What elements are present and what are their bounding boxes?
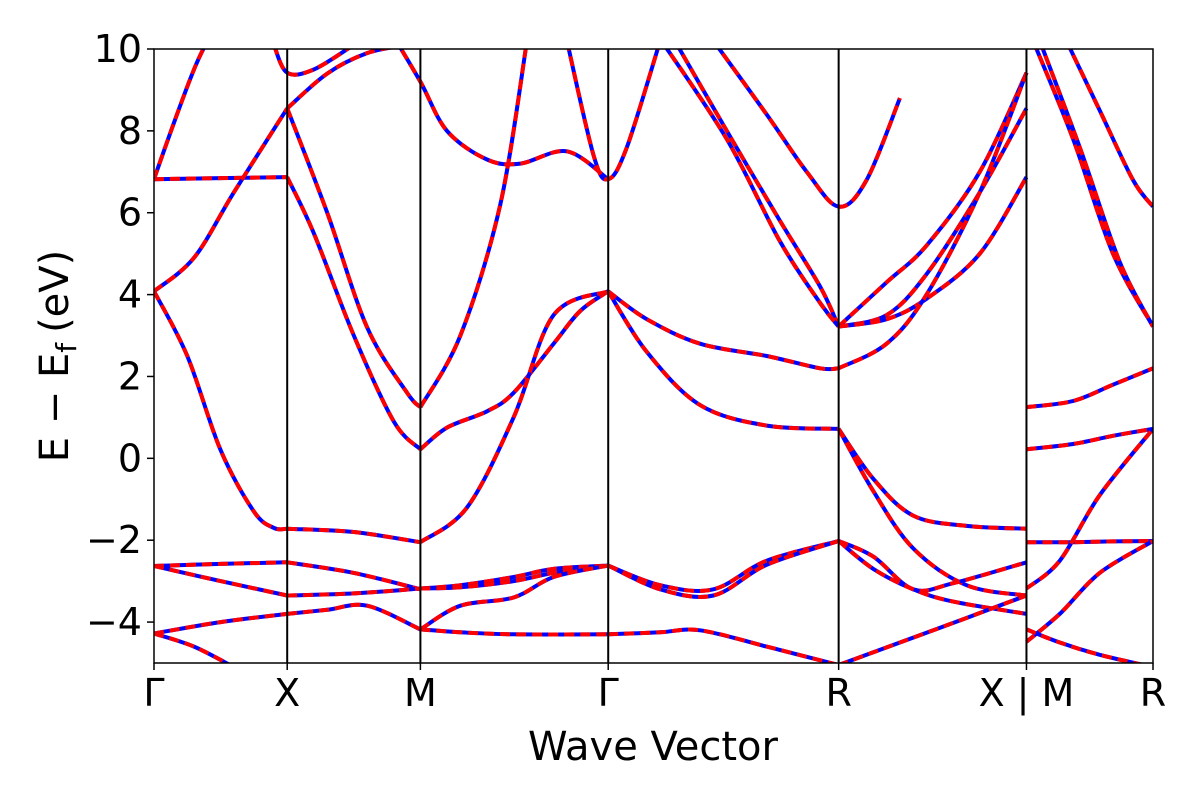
band-line-42: [1026, 366, 1153, 410]
band-line-40: [837, 539, 1027, 616]
band-line-32: [608, 627, 839, 663]
x-tick-label: X | M: [979, 671, 1075, 716]
x-axis: Γ X M Γ R X | M R: [143, 663, 1166, 716]
band-line-50: [1068, 49, 1153, 208]
y-axis-title-main: E − E: [32, 353, 78, 463]
band-line-17: [419, 289, 610, 451]
band-line-46: [1025, 539, 1153, 644]
band-dashed-9: [285, 49, 395, 110]
band-line-25: [607, 289, 839, 372]
x-tick-label: R: [1140, 671, 1166, 715]
y-tick-label: 10: [94, 27, 142, 71]
band-dashed-18: [398, 49, 610, 181]
band-line-24: [419, 563, 609, 632]
band-line-29: [664, 49, 841, 328]
band-line-44: [1026, 539, 1153, 545]
x-axis-title: Wave Vector: [528, 724, 779, 770]
band-line-36: [837, 71, 1029, 371]
y-tick-label: −4: [86, 600, 142, 644]
band-line-33: [837, 71, 1029, 328]
y-tick-label: 6: [118, 191, 142, 235]
y-tick-label: 8: [118, 109, 142, 153]
y-tick-label: 0: [118, 436, 142, 480]
band-line-2: [154, 107, 289, 293]
band-line-11: [285, 176, 422, 451]
y-tick-label: −2: [86, 518, 142, 562]
band-dashed-16: [418, 49, 528, 409]
band-line-14: [287, 586, 421, 598]
band-dashed-23: [420, 627, 609, 637]
band-line-47: [1025, 627, 1144, 663]
x-tick-label: X: [274, 671, 300, 715]
y-tick-label: 2: [118, 354, 142, 398]
band-dashed-27: [716, 49, 902, 209]
band-dashed-38: [836, 427, 1027, 598]
y-axis-title-subscript: f: [50, 342, 83, 353]
band-line-4: [154, 560, 288, 568]
band-line-0: [154, 49, 206, 180]
x-tick-label: R: [825, 671, 851, 715]
band-line-7: [154, 631, 231, 663]
band-line-12: [287, 526, 421, 545]
band-line-1: [154, 175, 288, 182]
band-dashed-50: [1068, 49, 1153, 208]
band-dashed-11: [285, 176, 422, 451]
band-line-31: [607, 539, 840, 599]
band-line-10: [285, 107, 422, 409]
y-axis-title: E − Ef (eV): [32, 250, 83, 463]
band-dashed-26: [606, 290, 839, 431]
band-line-37: [836, 427, 1027, 531]
band-line-16: [418, 49, 528, 409]
band-line-6: [154, 611, 288, 636]
band-dashed-35: [838, 176, 1029, 329]
band-line-8: [273, 49, 352, 77]
x-tick-label: Γ: [598, 671, 619, 715]
high-symmetry-lines: [286, 49, 1028, 663]
band-line-45: [1025, 427, 1153, 591]
y-tick-label: 4: [118, 273, 142, 317]
band-line-13: [286, 560, 421, 592]
x-tick-label: Γ: [143, 671, 164, 715]
band-line-15: [286, 602, 422, 632]
band-dashed-25: [607, 289, 839, 372]
band-line-3: [154, 290, 288, 532]
band-line-30: [607, 539, 840, 593]
band-line-23: [420, 627, 609, 637]
band-line-9: [285, 49, 395, 110]
y-axis-title-unit: (eV): [32, 250, 78, 333]
band-lines: [154, 49, 1153, 663]
band-line-41: [838, 593, 1028, 663]
band-line-49: [1040, 49, 1153, 328]
band-dashed-10: [285, 107, 422, 409]
band-dashed-15: [286, 602, 422, 632]
band-line-26: [606, 290, 839, 431]
band-line-5: [154, 564, 288, 598]
band-line-35: [838, 176, 1029, 329]
band-line-20: [419, 289, 610, 544]
band-line-34: [838, 107, 1029, 329]
x-tick-label: M: [404, 671, 437, 715]
band-line-22: [420, 563, 609, 591]
y-axis: −4 −2 0 2 4 6 8 10: [86, 27, 154, 644]
band-line-21: [420, 563, 609, 591]
plot-frame: [153, 48, 1154, 664]
band-line-43: [1026, 426, 1153, 452]
band-line-48: [1034, 49, 1153, 328]
band-line-28: [677, 49, 841, 328]
band-line-27: [716, 49, 902, 209]
band-dashed-2: [154, 107, 289, 293]
band-line-18: [398, 49, 610, 181]
